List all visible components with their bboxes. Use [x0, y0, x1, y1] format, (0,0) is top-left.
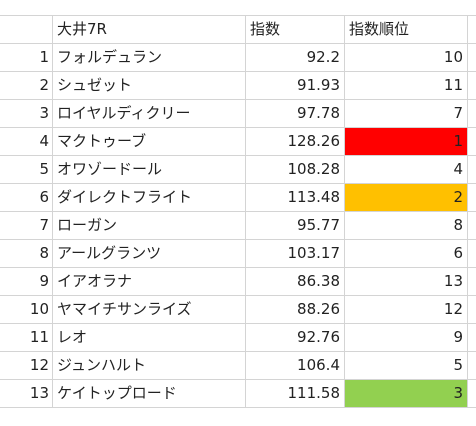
- empty-cell[interactable]: [468, 352, 476, 380]
- horse-number-cell[interactable]: 7: [0, 212, 53, 240]
- empty-cell[interactable]: [468, 44, 476, 72]
- table-body: 1 フォルデュラン 92.2 10 2 シュゼット 91.93 11 3 ロイヤルディクリー 97.…: [0, 44, 476, 408]
- table-row: 10 ヤマイチサンライズ 88.26 12: [0, 296, 476, 324]
- index-value-cell[interactable]: 95.77: [246, 212, 345, 240]
- horse-name-cell[interactable]: ローガン: [53, 212, 246, 240]
- index-rank-cell[interactable]: 5: [345, 352, 468, 380]
- horse-number-cell[interactable]: 1: [0, 44, 53, 72]
- horse-number-cell[interactable]: 13: [0, 380, 53, 408]
- horse-name-cell[interactable]: マクトゥーブ: [53, 128, 246, 156]
- table-row: 13 ケイトップロード 111.58 3: [0, 380, 476, 408]
- index-rank-cell[interactable]: 2: [345, 184, 468, 212]
- horse-name-cell[interactable]: ロイヤルディクリー: [53, 100, 246, 128]
- horse-name-cell[interactable]: レオ: [53, 324, 246, 352]
- horse-number-cell[interactable]: 10: [0, 296, 53, 324]
- empty-cell[interactable]: [468, 100, 476, 128]
- horse-name-cell[interactable]: ジュンハルト: [53, 352, 246, 380]
- empty-cell[interactable]: [468, 296, 476, 324]
- index-value-cell[interactable]: 86.38: [246, 268, 345, 296]
- horse-name-cell[interactable]: オワゾードール: [53, 156, 246, 184]
- index-value-cell[interactable]: 91.93: [246, 72, 345, 100]
- table-row: 5 オワゾードール 108.28 4: [0, 156, 476, 184]
- index-value-cell[interactable]: 92.76: [246, 324, 345, 352]
- horse-name-cell[interactable]: ダイレクトフライト: [53, 184, 246, 212]
- index-rank-cell[interactable]: 11: [345, 72, 468, 100]
- horse-name-cell[interactable]: アールグランツ: [53, 240, 246, 268]
- table-row: 11 レオ 92.76 9: [0, 324, 476, 352]
- empty-cell[interactable]: [468, 240, 476, 268]
- index-value-cell[interactable]: 97.78: [246, 100, 345, 128]
- horse-number-cell[interactable]: 9: [0, 268, 53, 296]
- index-rank-cell[interactable]: 10: [345, 44, 468, 72]
- empty-cell[interactable]: [468, 324, 476, 352]
- horse-number-cell[interactable]: 6: [0, 184, 53, 212]
- index-rank-cell[interactable]: 13: [345, 268, 468, 296]
- index-value-cell[interactable]: 88.26: [246, 296, 345, 324]
- index-value-cell[interactable]: 128.26: [246, 128, 345, 156]
- index-rank-cell[interactable]: 3: [345, 380, 468, 408]
- header-cell-rank[interactable]: 指数順位: [345, 16, 468, 44]
- horse-name-cell[interactable]: イアオラナ: [53, 268, 246, 296]
- table-row: 7 ローガン 95.77 8: [0, 212, 476, 240]
- horse-name-cell[interactable]: ケイトップロード: [53, 380, 246, 408]
- horse-number-cell[interactable]: 2: [0, 72, 53, 100]
- horse-name-cell[interactable]: フォルデュラン: [53, 44, 246, 72]
- horse-number-cell[interactable]: 4: [0, 128, 53, 156]
- horse-number-cell[interactable]: 5: [0, 156, 53, 184]
- table-row: 1 フォルデュラン 92.2 10: [0, 44, 476, 72]
- table-row: 4 マクトゥーブ 128.26 1: [0, 128, 476, 156]
- index-rank-cell[interactable]: 4: [345, 156, 468, 184]
- header-row: 大井7R 指数 指数順位: [0, 16, 476, 44]
- table-row: 9 イアオラナ 86.38 13: [0, 268, 476, 296]
- empty-cell[interactable]: [468, 16, 476, 44]
- horse-number-cell[interactable]: 12: [0, 352, 53, 380]
- data-grid: 大井7R 指数 指数順位 1 フォルデュラン 92.2 10 2 シュゼット 91.93 11…: [0, 16, 476, 408]
- horse-name-cell[interactable]: シュゼット: [53, 72, 246, 100]
- header-cell-race[interactable]: 大井7R: [53, 16, 246, 44]
- empty-cell[interactable]: [468, 128, 476, 156]
- index-rank-cell[interactable]: 8: [345, 212, 468, 240]
- header-cell-number[interactable]: [0, 16, 53, 44]
- table-row: 2 シュゼット 91.93 11: [0, 72, 476, 100]
- empty-cell[interactable]: [468, 156, 476, 184]
- index-rank-cell[interactable]: 9: [345, 324, 468, 352]
- index-rank-cell[interactable]: 1: [345, 128, 468, 156]
- index-rank-cell[interactable]: 7: [345, 100, 468, 128]
- index-value-cell[interactable]: 111.58: [246, 380, 345, 408]
- index-rank-cell[interactable]: 6: [345, 240, 468, 268]
- index-value-cell[interactable]: 108.28: [246, 156, 345, 184]
- index-value-cell[interactable]: 92.2: [246, 44, 345, 72]
- table-row: 3 ロイヤルディクリー 97.78 7: [0, 100, 476, 128]
- horse-number-cell[interactable]: 11: [0, 324, 53, 352]
- table-row: 6 ダイレクトフライト 113.48 2: [0, 184, 476, 212]
- index-value-cell[interactable]: 103.17: [246, 240, 345, 268]
- empty-cell[interactable]: [468, 268, 476, 296]
- index-value-cell[interactable]: 113.48: [246, 184, 345, 212]
- horse-number-cell[interactable]: 3: [0, 100, 53, 128]
- previous-row-edge: [0, 0, 476, 16]
- table-row: 8 アールグランツ 103.17 6: [0, 240, 476, 268]
- horse-number-cell[interactable]: 8: [0, 240, 53, 268]
- empty-cell[interactable]: [468, 72, 476, 100]
- empty-cell[interactable]: [468, 380, 476, 408]
- empty-cell[interactable]: [468, 184, 476, 212]
- empty-cell[interactable]: [468, 212, 476, 240]
- header-cell-index[interactable]: 指数: [246, 16, 345, 44]
- horse-name-cell[interactable]: ヤマイチサンライズ: [53, 296, 246, 324]
- index-value-cell[interactable]: 106.4: [246, 352, 345, 380]
- table-row: 12 ジュンハルト 106.4 5: [0, 352, 476, 380]
- index-rank-cell[interactable]: 12: [345, 296, 468, 324]
